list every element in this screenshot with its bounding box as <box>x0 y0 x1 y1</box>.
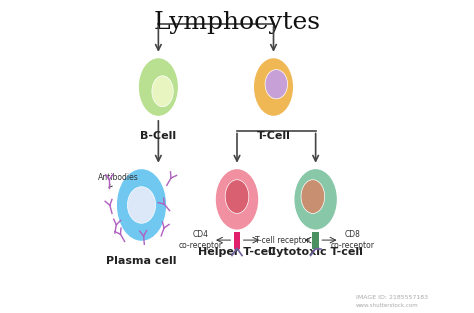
Text: B-Cell: B-Cell <box>140 131 176 141</box>
Ellipse shape <box>138 58 179 116</box>
Text: shutterstock®: shutterstock® <box>19 295 104 305</box>
FancyBboxPatch shape <box>312 232 319 249</box>
Ellipse shape <box>294 168 337 230</box>
Ellipse shape <box>253 58 294 116</box>
Text: Lymphocytes: Lymphocytes <box>154 11 320 34</box>
Text: Cytotoxic T-cell: Cytotoxic T-cell <box>268 247 363 257</box>
Text: Plasma cell: Plasma cell <box>106 255 177 265</box>
Ellipse shape <box>225 180 249 213</box>
Text: T-Cell: T-Cell <box>256 131 291 141</box>
FancyBboxPatch shape <box>234 232 240 249</box>
Ellipse shape <box>215 168 259 230</box>
Text: www.shutterstock.com: www.shutterstock.com <box>356 303 418 307</box>
Ellipse shape <box>301 180 325 213</box>
Text: T-cell receptor: T-cell receptor <box>255 236 309 244</box>
Ellipse shape <box>116 168 167 242</box>
Text: CD8
co-receptor: CD8 co-receptor <box>330 230 374 250</box>
Text: Antibodies: Antibodies <box>98 173 139 187</box>
Text: IMAGE ID: 2185557183: IMAGE ID: 2185557183 <box>356 295 428 300</box>
Text: CD4
co-receptor: CD4 co-receptor <box>179 230 222 250</box>
Ellipse shape <box>128 187 155 223</box>
Text: Helper T-cell: Helper T-cell <box>198 247 276 257</box>
Ellipse shape <box>152 76 173 107</box>
Ellipse shape <box>265 69 288 99</box>
